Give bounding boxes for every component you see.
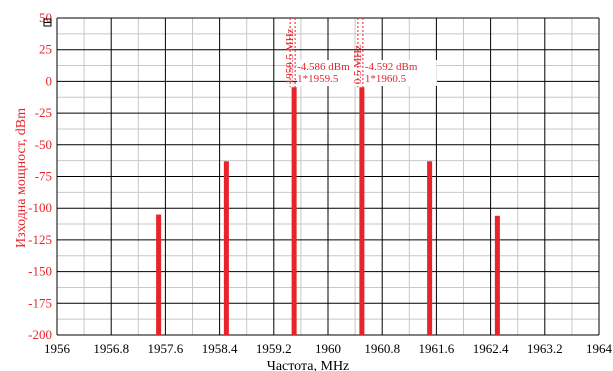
y-axis-label: Изходна мощност, dBm — [14, 108, 29, 248]
x-axis-label: Частота, MHz — [267, 359, 350, 371]
marker-id-label: 1*1960.5 — [365, 73, 407, 85]
x-tick-label: 1960.8 — [364, 341, 400, 356]
x-tick-label: 1963.2 — [527, 341, 563, 356]
x-tick-label: 1961.6 — [419, 341, 455, 356]
y-tick-label: -200 — [28, 327, 52, 342]
y-tick-label: -75 — [35, 169, 52, 184]
x-tick-label: 1959.2 — [256, 341, 292, 356]
y-tick-labels: 50 25 0 -25 -50 -75 -100 -125 -150 -175 -200 — [28, 10, 52, 342]
y-tick-label: -175 — [28, 295, 52, 310]
major-grid — [56, 17, 600, 336]
y-tick-label: 0 — [46, 73, 53, 88]
x-tick-label: 1964 — [586, 341, 613, 356]
x-tick-label: 1958.4 — [202, 341, 238, 356]
x-tick-label: 1962.4 — [473, 341, 509, 356]
spectrum-bar — [427, 161, 433, 335]
legend-icon — [43, 18, 52, 27]
x-tick-label: 1957.6 — [148, 341, 184, 356]
x-tick-labels: 1956 1956.8 1957.6 1958.4 1959.2 1960 1960.8 19… — [44, 341, 613, 356]
y-tick-label: -50 — [35, 137, 52, 152]
spectrum-bar — [223, 161, 229, 335]
y-tick-label: -150 — [28, 264, 52, 279]
marker-label-box — [364, 60, 437, 86]
marker-frequency-label: 1959.5 MHz — [284, 28, 296, 84]
x-tick-label: 1956 — [44, 341, 71, 356]
y-tick-label: -100 — [28, 200, 52, 215]
x-tick-label: 1960 — [315, 341, 341, 356]
marker-value-label: -4.592 dBm — [365, 61, 418, 73]
marker-value-label: -4.586 dBm — [297, 61, 350, 73]
y-tick-label: -125 — [28, 232, 52, 247]
spectrum-bar — [291, 87, 297, 335]
x-tick-label: 1956.8 — [93, 341, 129, 356]
series-bars — [156, 87, 500, 335]
spectrum-bar — [494, 215, 500, 335]
spectrum-bar — [359, 87, 365, 335]
spectrum-bar — [156, 214, 162, 335]
marker-id-label: 1*1959.5 — [297, 73, 339, 85]
marker-frequency-label: 0.5 MHz — [352, 45, 364, 84]
y-tick-label: 50 — [39, 10, 52, 25]
marker-label-box — [297, 60, 370, 86]
y-tick-label: -25 — [35, 105, 52, 120]
y-tick-label: 25 — [39, 42, 52, 57]
